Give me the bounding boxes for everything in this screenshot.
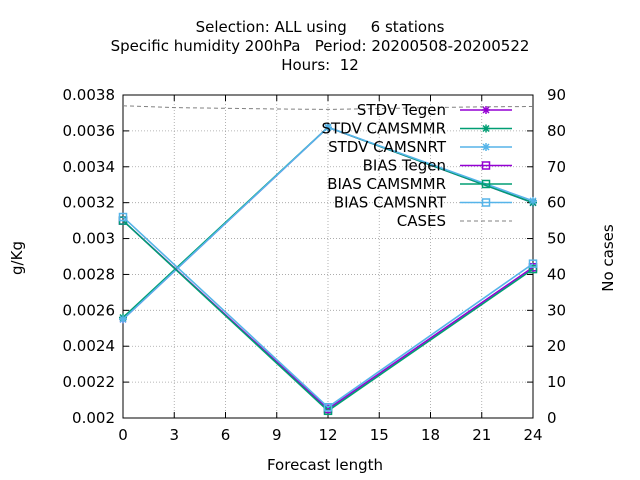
y2-tick-label: 70 xyxy=(547,158,566,176)
legend-marker xyxy=(481,198,491,207)
legend-label: STDV CAMSMMR xyxy=(321,120,446,138)
series-line-5 xyxy=(122,216,534,409)
y-tick-label: 0.0028 xyxy=(63,265,116,283)
y2-tick-label: 90 xyxy=(547,86,566,104)
series-point-5 xyxy=(528,259,538,268)
y-tick-label: 0.0032 xyxy=(63,194,116,212)
y-tick-label: 0.0026 xyxy=(63,301,116,319)
legend-label: STDV Tegen xyxy=(357,101,446,119)
x-tick-label: 9 xyxy=(272,426,282,444)
series-line-6 xyxy=(122,105,534,110)
y2-tick-label: 30 xyxy=(547,301,566,319)
series-point-2 xyxy=(119,315,127,324)
chart-title-line-2: Specific humidity 200hPa Period: 2020050… xyxy=(110,37,530,55)
legend-label: STDV CAMSNRT xyxy=(328,138,447,156)
legend-label: BIAS Tegen xyxy=(363,157,446,175)
x-tick-label: 24 xyxy=(523,426,542,444)
chart-title-line-1: Selection: ALL using 6 stations xyxy=(195,18,445,36)
y-tick-label: 0.0038 xyxy=(63,86,116,104)
x-tick-label: 3 xyxy=(169,426,179,444)
x-axis-label: Forecast length xyxy=(267,456,383,474)
series xyxy=(118,105,538,416)
legend-marker xyxy=(481,161,491,170)
legend-marker xyxy=(482,106,490,114)
series-point-2 xyxy=(324,123,332,132)
y2-tick-label: 50 xyxy=(547,230,566,248)
legend-marker xyxy=(482,124,490,133)
y-tick-label: 0.002 xyxy=(72,409,115,427)
series-point-4 xyxy=(528,264,538,274)
y2-axis-label: No cases xyxy=(599,224,617,292)
legend-label: BIAS CAMSNRT xyxy=(334,194,447,212)
y2-tick-label: 10 xyxy=(547,373,566,391)
axis-ticks: 0 3 6 9 12 15 18 21 24 0.002 0.0022 0.0024 0.0026 0.0… xyxy=(63,86,567,444)
x-tick-label: 0 xyxy=(118,426,128,444)
y2-tick-label: 20 xyxy=(547,337,566,355)
x-tick-label: 6 xyxy=(221,426,231,444)
legend-marker xyxy=(482,143,490,151)
y-axis-label: g/Kg xyxy=(8,241,26,275)
y-tick-label: 0.0036 xyxy=(63,122,116,140)
y2-tick-label: 60 xyxy=(547,194,566,212)
x-tick-label: 21 xyxy=(472,426,491,444)
x-tick-label: 18 xyxy=(421,426,440,444)
y2-tick-label: 40 xyxy=(547,265,566,283)
x-tick-label: 15 xyxy=(370,426,389,444)
y2-tick-label: 0 xyxy=(547,409,557,427)
y-tick-label: 0.003 xyxy=(72,230,115,248)
legend-label: CASES xyxy=(397,212,446,230)
series-point-2 xyxy=(529,196,537,205)
series-point-5 xyxy=(118,212,128,222)
chart-title-line-3: Hours: 12 xyxy=(281,56,359,74)
y2-tick-label: 80 xyxy=(547,122,566,140)
y-tick-label: 0.0022 xyxy=(63,373,116,391)
y-tick-label: 0.0024 xyxy=(63,337,116,355)
x-tick-label: 12 xyxy=(318,426,337,444)
series-point-5 xyxy=(323,402,333,412)
legend-marker xyxy=(481,179,491,189)
legend-label: BIAS CAMSMMR xyxy=(327,175,446,193)
y-tick-label: 0.0034 xyxy=(63,158,116,176)
